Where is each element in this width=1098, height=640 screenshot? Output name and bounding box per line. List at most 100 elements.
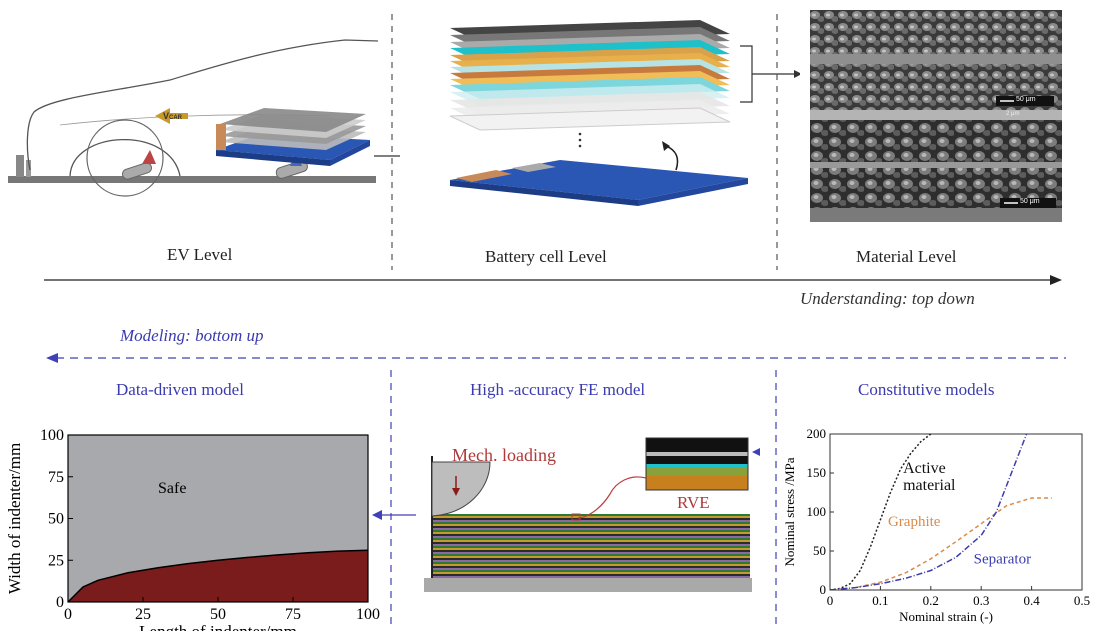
top-dividers (44, 14, 1062, 285)
laminate-layer (432, 518, 750, 520)
series-label: material (903, 477, 956, 494)
x-tick-label: 100 (356, 606, 380, 623)
sem-separator-layer (810, 110, 1062, 120)
y-tick-label: 100 (40, 427, 64, 444)
cell-layers-scene (449, 20, 800, 206)
laminate-layer (432, 526, 750, 528)
x-tick-label: 50 (210, 606, 226, 623)
ground (8, 176, 376, 183)
rve-box (645, 437, 749, 491)
arrow-head (1050, 275, 1062, 285)
laminate-layer (432, 540, 750, 542)
sem-foil-layer (810, 162, 1062, 168)
barrier-post (26, 160, 31, 177)
electrode-layer-stack (449, 20, 731, 131)
scale-bar-bg (996, 96, 1054, 106)
modeling-label: Modeling: bottom up (120, 326, 264, 345)
plot-frame (829, 433, 1083, 591)
pouch-cell (450, 160, 748, 206)
x-tick-label: 0.4 (1023, 593, 1040, 608)
laminate-layer (432, 576, 750, 578)
y-axis-label: Nominal stress /MPa (782, 457, 797, 566)
laminate-layer (432, 560, 750, 562)
laminate-layer (432, 552, 750, 554)
laminate-layer (432, 532, 750, 534)
series-line (830, 434, 932, 590)
velocity-arrow (155, 108, 188, 124)
laminate-layer (432, 562, 750, 564)
data-driven-chart: 0 25 50 75 100 0 25 50 75 100 Length of indenter/m… (5, 427, 380, 631)
laminate-layer (432, 546, 750, 548)
ellipsis-dot (578, 144, 582, 148)
x-axis-label: Nominal strain (-) (899, 609, 993, 624)
x-tick-label: 0.1 (872, 593, 888, 608)
laminate-layer (432, 530, 750, 532)
barrier-post (16, 155, 24, 177)
y-tick-label: 200 (807, 426, 827, 441)
y-tick-label: 50 (813, 543, 826, 558)
x-axis-label: Length of indenter/mm (139, 622, 297, 631)
laminate-layer (432, 520, 750, 522)
laminate-layer (432, 568, 750, 570)
y-tick-label: 0 (820, 582, 827, 597)
unsafe-region (68, 550, 368, 602)
laminate-layer (432, 534, 750, 536)
safety-boundary (67, 549, 369, 603)
impact-arrow (142, 150, 156, 164)
y-tick-label: 150 (807, 465, 827, 480)
car-outline (26, 39, 379, 171)
series-label: Separator (974, 551, 1031, 567)
laminate-layer (432, 524, 750, 526)
laminate-layer (432, 548, 750, 550)
laminate-layer (432, 514, 750, 516)
x-tick-label: 0.5 (1074, 593, 1090, 608)
ellipsis-dot (578, 138, 582, 142)
laminate-stack (432, 514, 750, 578)
cell-level-label: Battery cell Level (485, 247, 607, 266)
laminate-layer (432, 566, 750, 568)
x-tick-label: 0.3 (973, 593, 989, 608)
sem-foil-layer (810, 54, 1062, 64)
series-label: Active (903, 460, 946, 477)
material-level-label: Material Level (856, 247, 957, 266)
mech-loading-label: Mech. loading (452, 445, 556, 465)
laminate-layer (432, 544, 750, 546)
y-axis-label: Width of indenter/mm (5, 443, 24, 594)
laminate-layer (432, 516, 750, 518)
wheel-arch (69, 139, 181, 177)
scale-label: 50 μm (1016, 96, 1036, 103)
series-label: Graphite (888, 514, 941, 530)
arrow-head (46, 353, 58, 363)
laminate-layer (432, 538, 750, 540)
laminate-layer (432, 554, 750, 556)
velocity-label: VCAR (163, 111, 182, 121)
ev-scene (8, 39, 400, 197)
laminate-layer (432, 558, 750, 560)
laminate-layer (432, 522, 750, 524)
velocity-subscript: CAR (169, 115, 183, 121)
x-tick-label: 75 (285, 606, 301, 623)
y-tick-label: 100 (807, 504, 827, 519)
sem-micrograph: 50 μm 2 μm 50 μm (810, 10, 1062, 222)
x-tick-label: 0 (827, 593, 834, 608)
x-tick-label: 0.2 (923, 593, 939, 608)
middle-graphics (46, 353, 1066, 630)
fe-to-data-arrow (372, 510, 416, 520)
understanding-label: Understanding: top down (800, 289, 975, 308)
constitutive-title: Constitutive models (858, 380, 995, 399)
rve-location (571, 513, 581, 521)
laminate-layer (432, 550, 750, 552)
arrow-head (794, 70, 800, 78)
series-line (830, 497, 1052, 590)
base-plate (424, 578, 752, 592)
laminate-layer (432, 528, 750, 530)
y-tick-label: 25 (48, 552, 64, 569)
safe-annotation: Safe (158, 480, 186, 497)
wheel (86, 119, 164, 197)
arrow-head (752, 448, 760, 456)
x-tick-label: 0 (64, 606, 72, 623)
laminate-layer (432, 542, 750, 544)
laminate-layer (432, 556, 750, 558)
indenter (431, 461, 491, 517)
rve-leader (577, 476, 647, 519)
